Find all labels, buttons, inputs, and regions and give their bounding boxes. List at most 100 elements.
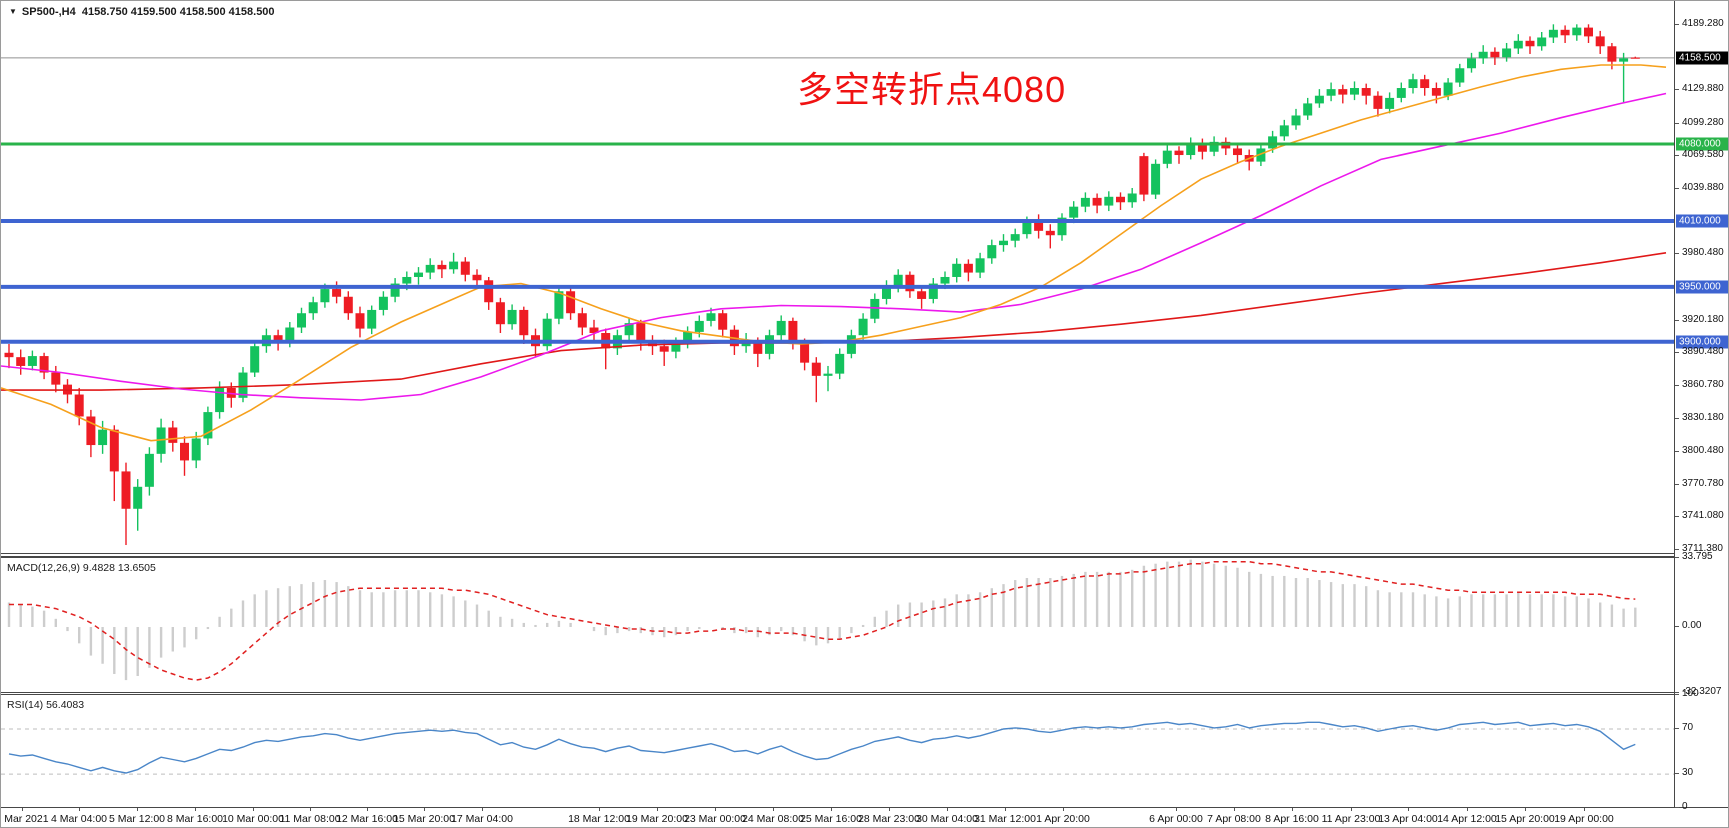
time-label: 15 Mar 20:00 xyxy=(393,813,455,825)
main-chart-panel[interactable]: ▼ SP500-,H4 4158.750 4159.500 4158.500 41… xyxy=(1,1,1674,554)
macd-panel[interactable]: MACD(12,26,9) 9.4828 13.6505 xyxy=(1,557,1674,692)
candle-body xyxy=(1548,29,1558,38)
candle-body xyxy=(753,340,763,354)
rsi-chart-svg[interactable] xyxy=(1,695,1674,808)
macd-chart-svg[interactable] xyxy=(1,558,1674,693)
candle-body xyxy=(4,352,14,358)
time-tick xyxy=(1467,808,1468,811)
time-label: 31 Mar 12:00 xyxy=(974,813,1036,825)
candle-body xyxy=(1022,220,1032,235)
time-label: 13 Apr 04:00 xyxy=(1378,813,1438,825)
level-badge-3900.000: 3900.000 xyxy=(1676,335,1728,349)
macd-signal-line xyxy=(9,560,1636,681)
time-label: 19 Mar 20:00 xyxy=(626,813,688,825)
time-label: 5 Mar 12:00 xyxy=(108,813,166,825)
candle-body xyxy=(811,362,821,376)
candle-body xyxy=(215,387,225,413)
candle-body xyxy=(1151,163,1161,195)
ohlc-readout: 4158.750 4159.500 4158.500 4158.500 xyxy=(81,6,275,18)
time-label: 8 Apr 16:00 xyxy=(1265,813,1319,825)
candle-body xyxy=(1513,40,1523,49)
time-tick xyxy=(367,808,368,811)
axis-tick xyxy=(1675,691,1679,693)
candle-body xyxy=(472,274,482,281)
candle-body xyxy=(250,346,260,373)
candle-body xyxy=(1326,89,1336,96)
price-label: 3890.480 xyxy=(1682,346,1724,358)
price-label: 3770.780 xyxy=(1682,477,1724,489)
candle-body xyxy=(846,335,856,354)
candle-body xyxy=(917,291,927,299)
candle-body xyxy=(1162,150,1172,164)
time-label: 11 Mar 08:00 xyxy=(279,813,341,825)
price-label: 3920.180 xyxy=(1682,313,1724,325)
candle-body xyxy=(636,323,646,343)
rsi-axis-label: 0 xyxy=(1682,801,1688,812)
price-label: 4189.280 xyxy=(1682,18,1724,29)
candle-body xyxy=(1338,89,1348,95)
candle-body xyxy=(1291,115,1301,126)
candle-body xyxy=(74,394,84,417)
candle-body xyxy=(893,274,903,286)
ma-mid-magenta xyxy=(1,92,1667,401)
axis-tick xyxy=(1675,89,1679,91)
rsi-line xyxy=(8,721,1636,774)
level-badge-4010.000: 4010.000 xyxy=(1676,214,1728,228)
candle-body xyxy=(1595,36,1605,47)
candle-body xyxy=(975,258,985,273)
candle-body xyxy=(86,416,96,446)
panel-splitter[interactable] xyxy=(1,692,1728,694)
time-label: 2 Mar 2021 xyxy=(0,813,49,825)
time-tick xyxy=(715,808,716,811)
time-tick xyxy=(947,808,948,811)
candle-body xyxy=(402,276,412,284)
time-label: 15 Apr 20:00 xyxy=(1495,813,1555,825)
candle-body xyxy=(1385,97,1395,109)
time-tick xyxy=(599,808,600,811)
candle-body xyxy=(1303,103,1313,116)
axis-tick xyxy=(1675,483,1679,485)
price-label: 3800.480 xyxy=(1682,445,1724,457)
candle-body xyxy=(16,357,26,366)
candle-body xyxy=(1045,230,1055,236)
time-label: 1 Apr 20:00 xyxy=(1036,813,1090,825)
axis-tick xyxy=(1675,556,1679,558)
candle-body xyxy=(1268,136,1278,149)
time-label: 4 Mar 04:00 xyxy=(50,813,108,825)
time-tick xyxy=(22,808,23,811)
time-tick xyxy=(1005,808,1006,811)
macd-axis-label: 33.795 xyxy=(1682,550,1713,562)
rsi-panel[interactable]: RSI(14) 56.4083 xyxy=(1,694,1674,807)
candle-body xyxy=(823,373,833,376)
candle-body xyxy=(297,313,306,328)
time-axis[interactable]: 2 Mar 2021 4 Mar 04:00 5 Mar 12:00 8 Mar 16… xyxy=(0,807,1728,827)
axis-tick xyxy=(1675,188,1679,190)
candle-body xyxy=(1560,29,1570,36)
candle-body xyxy=(1034,220,1044,231)
candle-body xyxy=(1256,148,1266,162)
candle-body xyxy=(1080,197,1090,207)
axis-tick xyxy=(1675,549,1679,550)
candle-body xyxy=(378,296,388,310)
panel-splitter[interactable] xyxy=(1,553,1728,557)
candle-body xyxy=(800,342,810,363)
candle-body xyxy=(437,264,447,270)
axis-tick xyxy=(1675,694,1679,696)
candle-body xyxy=(51,372,61,385)
candle-body xyxy=(577,313,587,328)
time-label: 17 Mar 04:00 xyxy=(451,813,513,825)
candle-body xyxy=(519,309,529,336)
price-axis[interactable]: 4189.280 4158.500 4129.880 4099.280 4080.000… xyxy=(1674,1,1728,812)
candle-body xyxy=(1408,79,1418,89)
candle-body xyxy=(1478,51,1488,59)
time-tick xyxy=(831,808,832,811)
candle-body xyxy=(1584,27,1593,37)
main-chart-svg[interactable] xyxy=(1,1,1674,554)
candle-body xyxy=(1525,40,1535,47)
time-tick xyxy=(1176,808,1177,811)
collapse-triangle-icon[interactable]: ▼ xyxy=(9,7,17,16)
candle-body xyxy=(1431,88,1441,96)
candle-body xyxy=(308,302,318,314)
candle-body xyxy=(542,318,552,347)
annotation-text[interactable]: 多空转折点4080 xyxy=(797,69,1067,110)
